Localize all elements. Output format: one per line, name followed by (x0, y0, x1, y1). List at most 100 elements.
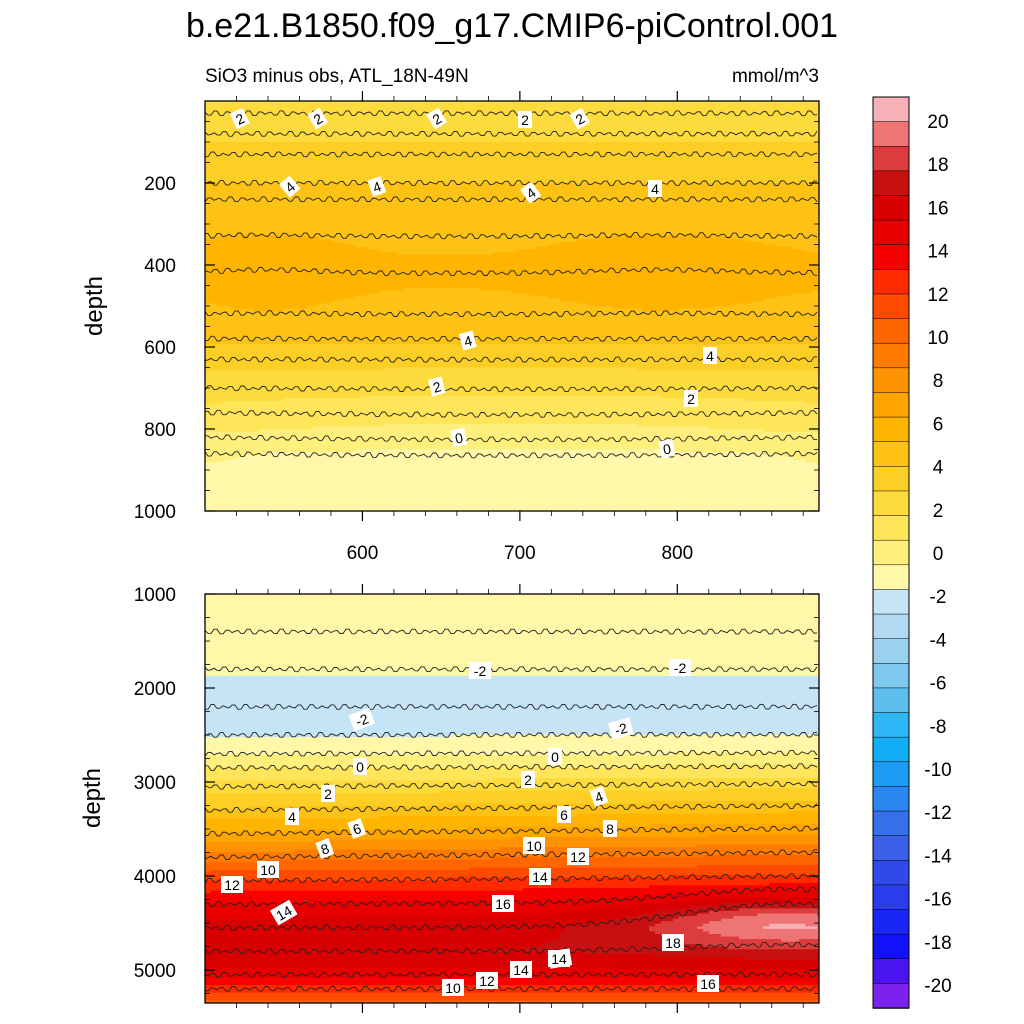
contour-cell (625, 221, 632, 225)
contour-cell (721, 113, 728, 117)
contour-cell (349, 144, 356, 148)
contour-cell (571, 221, 578, 225)
contour-cell (493, 144, 500, 148)
contour-cell (379, 211, 386, 215)
contour-cell (595, 193, 602, 197)
contour-cell (355, 221, 362, 225)
contour-cell (463, 162, 470, 166)
contour-cell (649, 111, 656, 115)
contour-cell (787, 208, 794, 212)
contour-cell (235, 200, 242, 205)
contour-cell (367, 170, 374, 174)
contour-cell (379, 221, 386, 225)
contour-cell (385, 172, 392, 176)
contour-cell (283, 152, 290, 156)
contour-cell (235, 157, 242, 161)
contour-cell (697, 149, 704, 153)
contour-cell (415, 129, 422, 133)
contour-cell (421, 200, 428, 205)
contour-cell (589, 144, 596, 148)
contour-cell (307, 203, 314, 207)
contour-cell (253, 159, 260, 164)
contour-cell (307, 213, 314, 217)
contour-cell (721, 124, 728, 128)
contour-cell (229, 216, 236, 220)
contour-cell (211, 152, 218, 156)
contour-cell (343, 159, 350, 164)
contour-cell (235, 206, 242, 210)
contour-cell (463, 129, 470, 133)
contour-cell (451, 180, 458, 184)
contour-cell (481, 147, 488, 151)
contour-cell (589, 211, 596, 215)
contour-cell (331, 180, 338, 184)
contour-cell (235, 203, 242, 207)
contour-cell (361, 113, 368, 117)
contour-cell (817, 198, 819, 202)
contour-cell (679, 183, 686, 187)
contour-cell (265, 159, 272, 164)
contour-cell (403, 167, 410, 171)
contour-cell (481, 185, 488, 189)
contour-cell (505, 193, 512, 197)
contour-cell (229, 136, 236, 141)
contour-cell (271, 200, 278, 205)
contour-cell (361, 111, 368, 115)
contour-cell (667, 134, 674, 138)
contour-cell (799, 142, 806, 146)
contour-cell (811, 106, 818, 110)
contour-cell (361, 188, 368, 192)
contour-cell (637, 170, 644, 174)
contour-cell (439, 224, 446, 228)
contour-cell (619, 139, 626, 143)
contour-cell (715, 216, 722, 220)
contour-cell (655, 124, 662, 128)
contour-cell (373, 195, 380, 199)
contour-cell (805, 175, 812, 179)
contour-cell (547, 101, 554, 105)
contour-cell (703, 177, 710, 182)
contour-cell (409, 157, 416, 161)
contour-cell (421, 211, 428, 215)
contour-cell (595, 111, 602, 115)
contour-cell (433, 152, 440, 156)
contour-cell (343, 134, 350, 138)
contour-cell (499, 211, 506, 215)
contour-cell (547, 139, 554, 143)
contour-cell (553, 167, 560, 171)
contour-cell (787, 106, 794, 110)
contour-cell (229, 142, 236, 146)
contour-cell (355, 211, 362, 215)
contour-cell (499, 101, 506, 105)
contour-cell (751, 206, 758, 210)
contour-cell (523, 108, 530, 112)
contour-cell (709, 175, 716, 179)
contour-cell (403, 180, 410, 184)
contour-cell (751, 149, 758, 153)
contour-cell (811, 144, 818, 148)
contour-cell (253, 124, 260, 128)
contour-cell (223, 147, 230, 151)
contour-cell (343, 213, 350, 217)
contour-cell (649, 134, 656, 138)
contour-cell (685, 198, 692, 202)
contour-cell (343, 200, 350, 205)
contour-cell (529, 175, 536, 179)
contour-cell (259, 113, 266, 117)
contour-cell (415, 116, 422, 120)
contour-cell (517, 149, 524, 153)
contour-cell (529, 157, 536, 161)
contour-cell (397, 118, 404, 123)
contour-cell (739, 126, 746, 130)
contour-cell (559, 142, 566, 146)
contour-cell (475, 218, 482, 223)
contour-cell (493, 188, 500, 192)
contour-cell (265, 118, 272, 123)
contour-cell (355, 180, 362, 184)
contour-cell (283, 193, 290, 197)
contour-cell (637, 185, 644, 189)
contour-cell (433, 149, 440, 153)
contour-cell (583, 111, 590, 115)
contour-cell (721, 198, 728, 202)
contour-cell (319, 208, 326, 212)
